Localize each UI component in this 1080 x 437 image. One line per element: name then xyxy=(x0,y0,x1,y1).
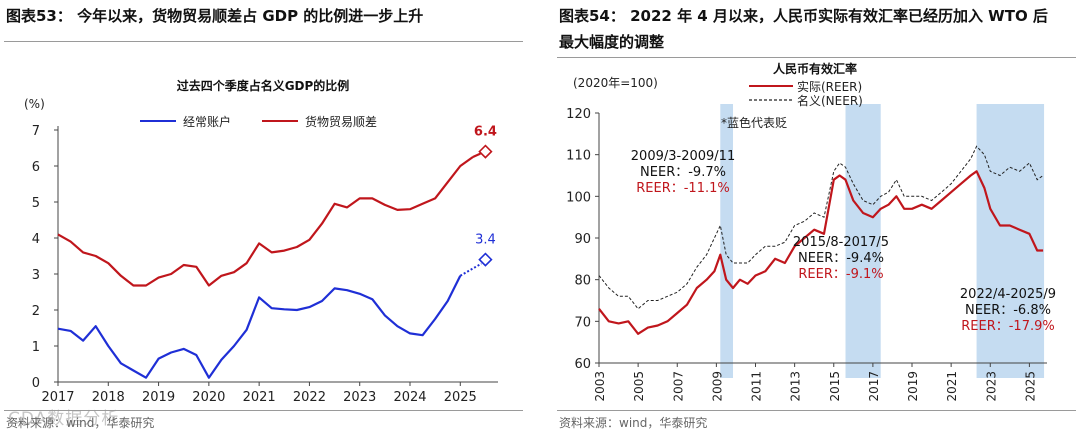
left-series-tail-1 xyxy=(472,152,481,159)
right-annotation-period-1: 2015/8-2017/5 xyxy=(793,235,889,250)
left-legend-label-1: 货物贸易顺差 xyxy=(305,114,377,129)
right-x-tick-label: 2021 xyxy=(945,371,959,402)
left-y-tick-label: 7 xyxy=(32,124,40,139)
right-x-tick-label: 2017 xyxy=(867,371,881,402)
left-y-tick-label: 5 xyxy=(32,196,40,211)
right-x-tick-label: 2005 xyxy=(632,371,646,402)
right-figure-title-line1: 图表54： 2022 年 4 月以来，人民币实际有效汇率已经历加入 WTO 后 xyxy=(559,7,1048,25)
left-chart: 过去四个季度占名义GDP的比例 (%) 0 1 2 3 4 5 6 7 2017 2018 2019 20… xyxy=(24,78,498,405)
left-series-end-marker-0 xyxy=(478,252,493,267)
left-x-tick-label: 2018 xyxy=(92,390,125,405)
right-x-tick-label: 2015 xyxy=(828,371,842,402)
left-series-dashed-tail-0 xyxy=(459,262,482,277)
right-annotation-period-0: 2009/3-2009/11 xyxy=(631,149,735,164)
left-source: 资料来源：wind，华泰研究 xyxy=(6,416,155,430)
right-x-tick-label: 2023 xyxy=(984,371,998,402)
right-note: *蓝色代表贬 xyxy=(721,116,787,130)
left-x-tick-label: 2022 xyxy=(293,390,326,405)
left-x-tick-label: 2017 xyxy=(41,390,74,405)
right-annotation-reer-2: REER：-17.9% xyxy=(961,319,1054,334)
left-legend-label-0: 经常账户 xyxy=(183,114,231,129)
right-x-tick-label: 2025 xyxy=(1023,371,1037,402)
left-series-end-marker-1 xyxy=(478,144,493,159)
right-chart-title: 人民币有效汇率 xyxy=(773,61,857,76)
right-title-rule xyxy=(557,57,1076,58)
left-series-line-0 xyxy=(57,275,462,379)
watermark: CDA数据分析 xyxy=(8,409,120,429)
right-annotation-period-2: 2022/4-2025/9 xyxy=(960,287,1056,302)
right-y-tick-label: 110 xyxy=(566,149,591,164)
right-y-tick-label: 90 xyxy=(574,232,591,247)
left-y-tick-label: 1 xyxy=(32,340,40,355)
right-x-tick-label: 2003 xyxy=(593,371,607,402)
left-figure-title: 图表53： 今年以来，货物贸易顺差占 GDP 的比例进一步上升 xyxy=(6,7,424,25)
right-annotation-neer-1: NEER：-9.4% xyxy=(798,251,884,266)
left-x-tick-label: 2025 xyxy=(444,390,477,405)
left-series-end-label-1: 6.4 xyxy=(474,125,497,140)
left-figure-panel: 图表53： 今年以来，货物贸易顺差占 GDP 的比例进一步上升 过去四个季度占名… xyxy=(0,0,527,437)
right-y-tick-label: 60 xyxy=(574,357,591,372)
left-y-tick-label: 2 xyxy=(32,304,40,319)
right-chart: (2020年=100) 60 70 80 90 100 110 120 2003 2005 2007… xyxy=(566,61,1056,402)
left-x-tick-label: 2024 xyxy=(393,390,426,405)
right-x-tick-label: 2007 xyxy=(671,371,685,402)
right-legend-label-0: 实际(REER) xyxy=(797,79,862,94)
left-y-unit-label: (%) xyxy=(24,97,45,111)
right-shaded-period-0 xyxy=(720,104,734,378)
left-y-tick-label: 0 xyxy=(32,376,40,391)
right-x-tick-label: 2013 xyxy=(789,371,803,402)
left-x-tick-label: 2021 xyxy=(243,390,276,405)
left-y-tick-label: 4 xyxy=(32,232,40,247)
left-title-rule xyxy=(4,41,523,42)
left-x-tick-label: 2020 xyxy=(192,390,225,405)
right-x-tick-label: 2009 xyxy=(710,371,724,402)
right-x-tick-label: 2019 xyxy=(906,371,920,402)
right-series-line-reer xyxy=(598,170,1044,335)
right-y-tick-label: 100 xyxy=(566,190,591,205)
right-figure-panel: 图表54： 2022 年 4 月以来，人民币实际有效汇率已经历加入 WTO 后 … xyxy=(553,0,1080,437)
right-figure-title-line2: 最大幅度的调整 xyxy=(559,33,665,51)
right-series-line-neer xyxy=(598,145,1044,310)
right-y-tick-label: 80 xyxy=(574,274,591,289)
right-x-tick-label: 2011 xyxy=(750,371,764,402)
left-series-line-1 xyxy=(57,156,474,287)
left-x-tick-label: 2019 xyxy=(142,390,175,405)
left-y-tick-label: 3 xyxy=(32,268,40,283)
right-source: 资料来源：wind，华泰研究 xyxy=(559,416,708,430)
right-annotation-reer-1: REER：-9.1% xyxy=(798,267,883,282)
right-y-tick-label: 70 xyxy=(574,315,591,330)
left-series-end-label-0: 3.4 xyxy=(475,233,496,248)
right-y-tick-label: 120 xyxy=(566,107,591,122)
right-shaded-period-1 xyxy=(845,104,881,378)
left-x-tick-label: 2023 xyxy=(343,390,376,405)
right-annotation-neer-2: NEER：-6.8% xyxy=(965,303,1051,318)
right-annotation-reer-0: REER：-11.1% xyxy=(636,181,729,196)
left-y-tick-label: 6 xyxy=(32,160,40,175)
left-chart-title: 过去四个季度占名义GDP的比例 xyxy=(177,78,350,93)
right-legend-label-1: 名义(NEER) xyxy=(797,93,863,108)
left-bottom-rule xyxy=(4,410,523,411)
right-annotation-neer-0: NEER：-9.7% xyxy=(640,165,726,180)
right-bottom-rule xyxy=(557,410,1076,411)
right-y-unit-label: (2020年=100) xyxy=(573,76,658,90)
